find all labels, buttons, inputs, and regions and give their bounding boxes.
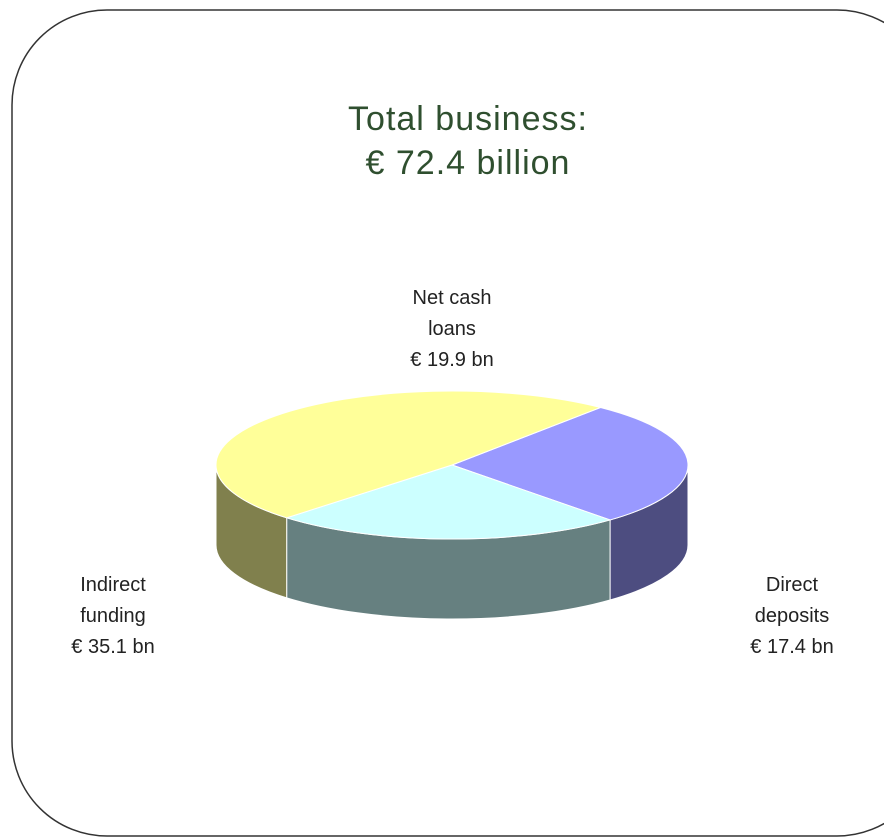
slice [215, 390, 603, 519]
pie [215, 390, 689, 620]
chart-title: Total business: [348, 100, 588, 138]
slice-value-label: € 19.9 bn [410, 349, 494, 371]
slice [450, 406, 689, 521]
slice-label: Indirect funding [80, 574, 146, 627]
chart-subtitle: € 72.4 billion [365, 144, 571, 182]
slice-value-label: € 17.4 bn [750, 636, 834, 658]
slice [285, 464, 612, 540]
slice-label: Net cash loans [412, 287, 492, 340]
slice-value-label: € 35.1 bn [71, 636, 155, 658]
slice-label: Direct deposits [754, 574, 830, 627]
